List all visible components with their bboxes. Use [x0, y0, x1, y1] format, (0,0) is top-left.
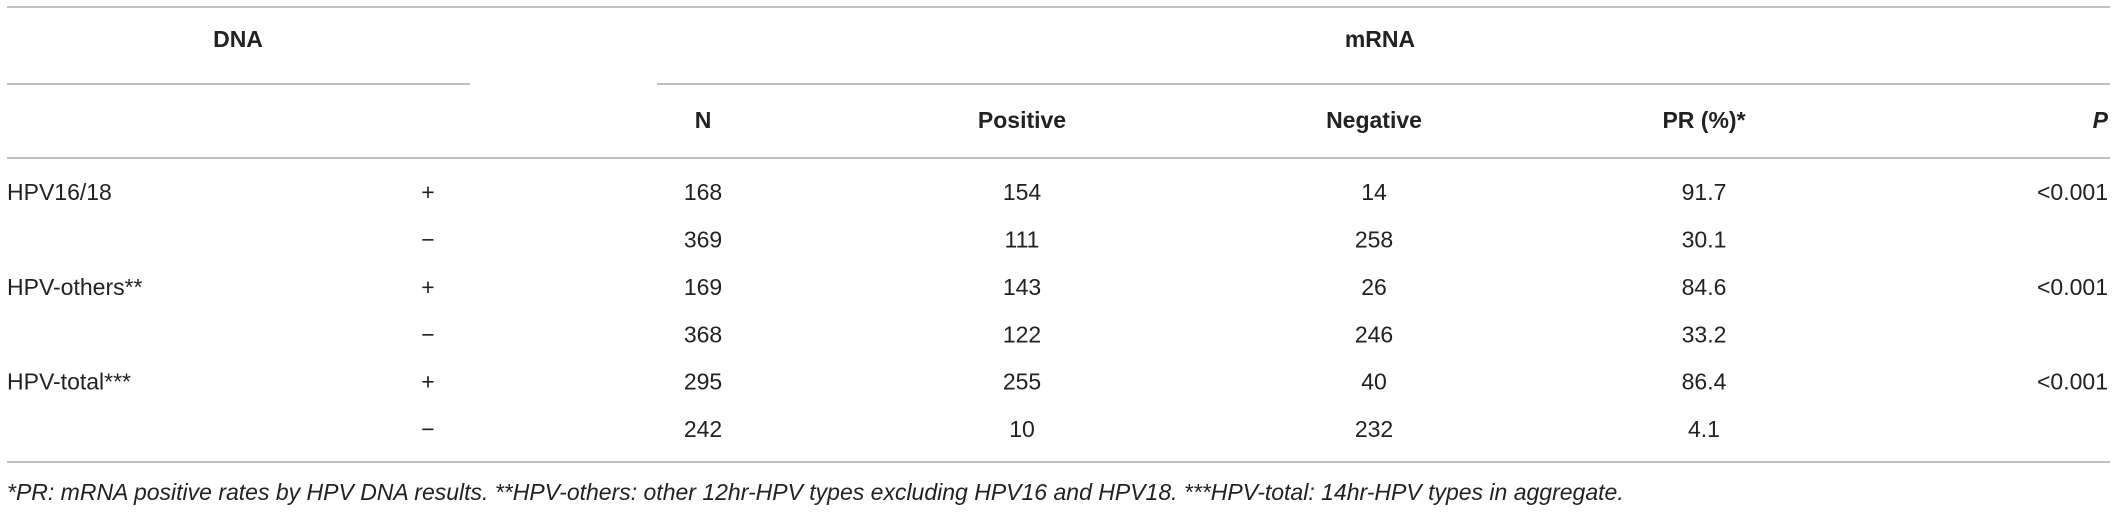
footnote: *PR: mRNA positive rates by HPV DNA resu…: [7, 479, 1624, 505]
cell: 33.2: [1682, 321, 1727, 347]
column-header: PR (%)*: [1662, 107, 1745, 133]
cell: 369: [684, 226, 722, 252]
cell: 295: [684, 369, 722, 395]
p-value: <0.001: [2037, 179, 2108, 205]
cell: 242: [684, 416, 722, 442]
cell: 232: [1355, 416, 1393, 442]
column-header: P: [2093, 107, 2109, 133]
header-mrna: mRNA: [1345, 26, 1415, 52]
cell: 30.1: [1682, 226, 1727, 252]
cell: 168: [684, 179, 722, 205]
cell: 169: [684, 274, 722, 300]
column-header: Positive: [978, 107, 1066, 133]
dna-sign: +: [421, 274, 434, 300]
dna-sign: +: [421, 179, 434, 205]
cell: 86.4: [1682, 369, 1727, 395]
cell: 10: [1009, 416, 1035, 442]
cell: 255: [1003, 369, 1041, 395]
p-value: <0.001: [2037, 274, 2108, 300]
cell: 154: [1003, 179, 1042, 205]
cell: 258: [1355, 226, 1393, 252]
row-label: HPV-others**: [7, 274, 143, 300]
cell: 84.6: [1682, 274, 1727, 300]
dna-sign: −: [421, 226, 434, 252]
cell: 40: [1361, 369, 1387, 395]
cell: 122: [1003, 321, 1041, 347]
cell: 246: [1355, 321, 1393, 347]
column-header: N: [695, 107, 712, 133]
cell: 143: [1003, 274, 1041, 300]
p-value: <0.001: [2037, 369, 2108, 395]
dna-sign: +: [421, 369, 434, 395]
cell: 111: [1005, 226, 1040, 252]
cell: 368: [684, 321, 722, 347]
cell: 91.7: [1682, 179, 1727, 205]
dna-sign: −: [421, 416, 434, 442]
column-header: Negative: [1326, 107, 1422, 133]
cell: 4.1: [1688, 416, 1720, 442]
row-label: HPV-total***: [7, 369, 131, 395]
dna-sign: −: [421, 321, 434, 347]
cell: 14: [1361, 179, 1387, 205]
cell: 26: [1361, 274, 1387, 300]
row-label: HPV16/18: [7, 179, 112, 205]
header-dna: DNA: [213, 26, 263, 52]
